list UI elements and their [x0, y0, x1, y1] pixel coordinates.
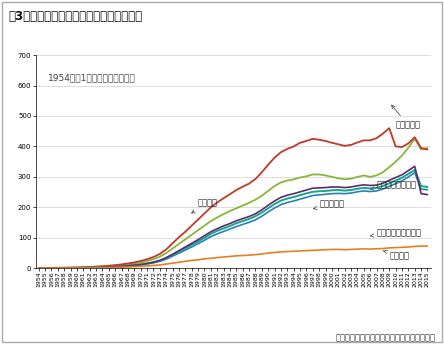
地方の税金 [68, 266, 73, 270]
国の税金 [425, 148, 430, 152]
医療費全体 [412, 168, 417, 172]
国の税金 [387, 126, 392, 130]
事業主の保険料負担 [36, 266, 41, 270]
国の税金 [227, 192, 233, 196]
個人の保険料負担 [138, 263, 143, 267]
事業主の保険料負担 [138, 262, 143, 267]
国の税金 [138, 259, 143, 263]
事業主の保険料負担 [227, 222, 233, 226]
Text: 国の税金: 国の税金 [192, 198, 218, 213]
Text: 事業主の保険料負担: 事業主の保険料負担 [371, 228, 421, 237]
個人の保険料負担 [425, 187, 430, 192]
個人の保険料負担 [36, 266, 41, 270]
事業主の保険料負担 [112, 265, 118, 269]
個人の保険料負担 [272, 206, 277, 210]
国の税金 [374, 136, 379, 140]
事業主の保険料負担 [374, 183, 379, 187]
事業主の保険料負担 [272, 199, 277, 203]
地方の税金 [412, 137, 417, 141]
地方の税金 [138, 260, 143, 265]
地方の税金 [227, 209, 233, 213]
医療費全体 [374, 186, 379, 190]
自己負担 [138, 264, 143, 268]
医療費全体 [138, 262, 143, 267]
自己負担 [36, 266, 41, 270]
個人の保険料負担 [68, 266, 73, 270]
国の税金 [68, 266, 73, 270]
個人の保険料負担 [227, 227, 233, 231]
個人の保険料負担 [374, 189, 379, 193]
個人の保険料負担 [112, 265, 118, 269]
Text: 嘶3：国民医療費の負担内訳の年次別推移: 嘶3：国民医療費の負担内訳の年次別推移 [9, 10, 143, 23]
自己負担 [425, 244, 430, 248]
個人の保険料負担 [412, 171, 417, 175]
医療費全体 [112, 265, 118, 269]
Line: 事業主の保険料負担: 事業主の保険料負担 [39, 166, 428, 268]
事業主の保険料負担 [68, 266, 73, 270]
国の税金 [272, 155, 277, 160]
地方の税金 [374, 173, 379, 178]
医療費全体 [425, 185, 430, 189]
国の税金 [36, 266, 41, 270]
国の税金 [112, 263, 118, 267]
自己負担 [227, 254, 233, 258]
地方の税金 [425, 146, 430, 150]
医療費全体 [68, 266, 73, 270]
Line: 医療費全体: 医療費全体 [39, 170, 428, 268]
Line: 国の税金: 国の税金 [39, 128, 428, 268]
地方の税金 [272, 184, 277, 188]
事業主の保険料負担 [425, 193, 430, 197]
地方の税金 [112, 264, 118, 268]
Text: 個人の保険料負担: 個人の保険料負担 [371, 180, 416, 190]
自己負担 [68, 266, 73, 270]
自己負担 [418, 244, 424, 248]
医療費全体 [227, 224, 233, 228]
自己負担 [272, 250, 277, 255]
Line: 自己負担: 自己負担 [39, 246, 428, 268]
事業主の保険料負担 [412, 164, 417, 168]
Text: 1954年を1とした場合の伸び率: 1954年を1とした場合の伸び率 [48, 73, 136, 82]
自己負担 [374, 247, 379, 251]
Line: 地方の税金: 地方の税金 [39, 139, 428, 268]
Line: 個人の保険料負担: 個人の保険料負担 [39, 173, 428, 268]
医療費全体 [36, 266, 41, 270]
地方の税金 [36, 266, 41, 270]
Text: 地方の税金: 地方の税金 [392, 105, 420, 130]
Text: 医療費全体: 医療費全体 [313, 200, 344, 209]
Text: 自己負担: 自己負担 [384, 250, 409, 260]
Text: 出典：厚生労働省「国民医療費」を基に作成: 出典：厚生労働省「国民医療費」を基に作成 [335, 333, 435, 342]
医療費全体 [272, 202, 277, 206]
自己負担 [112, 265, 118, 269]
